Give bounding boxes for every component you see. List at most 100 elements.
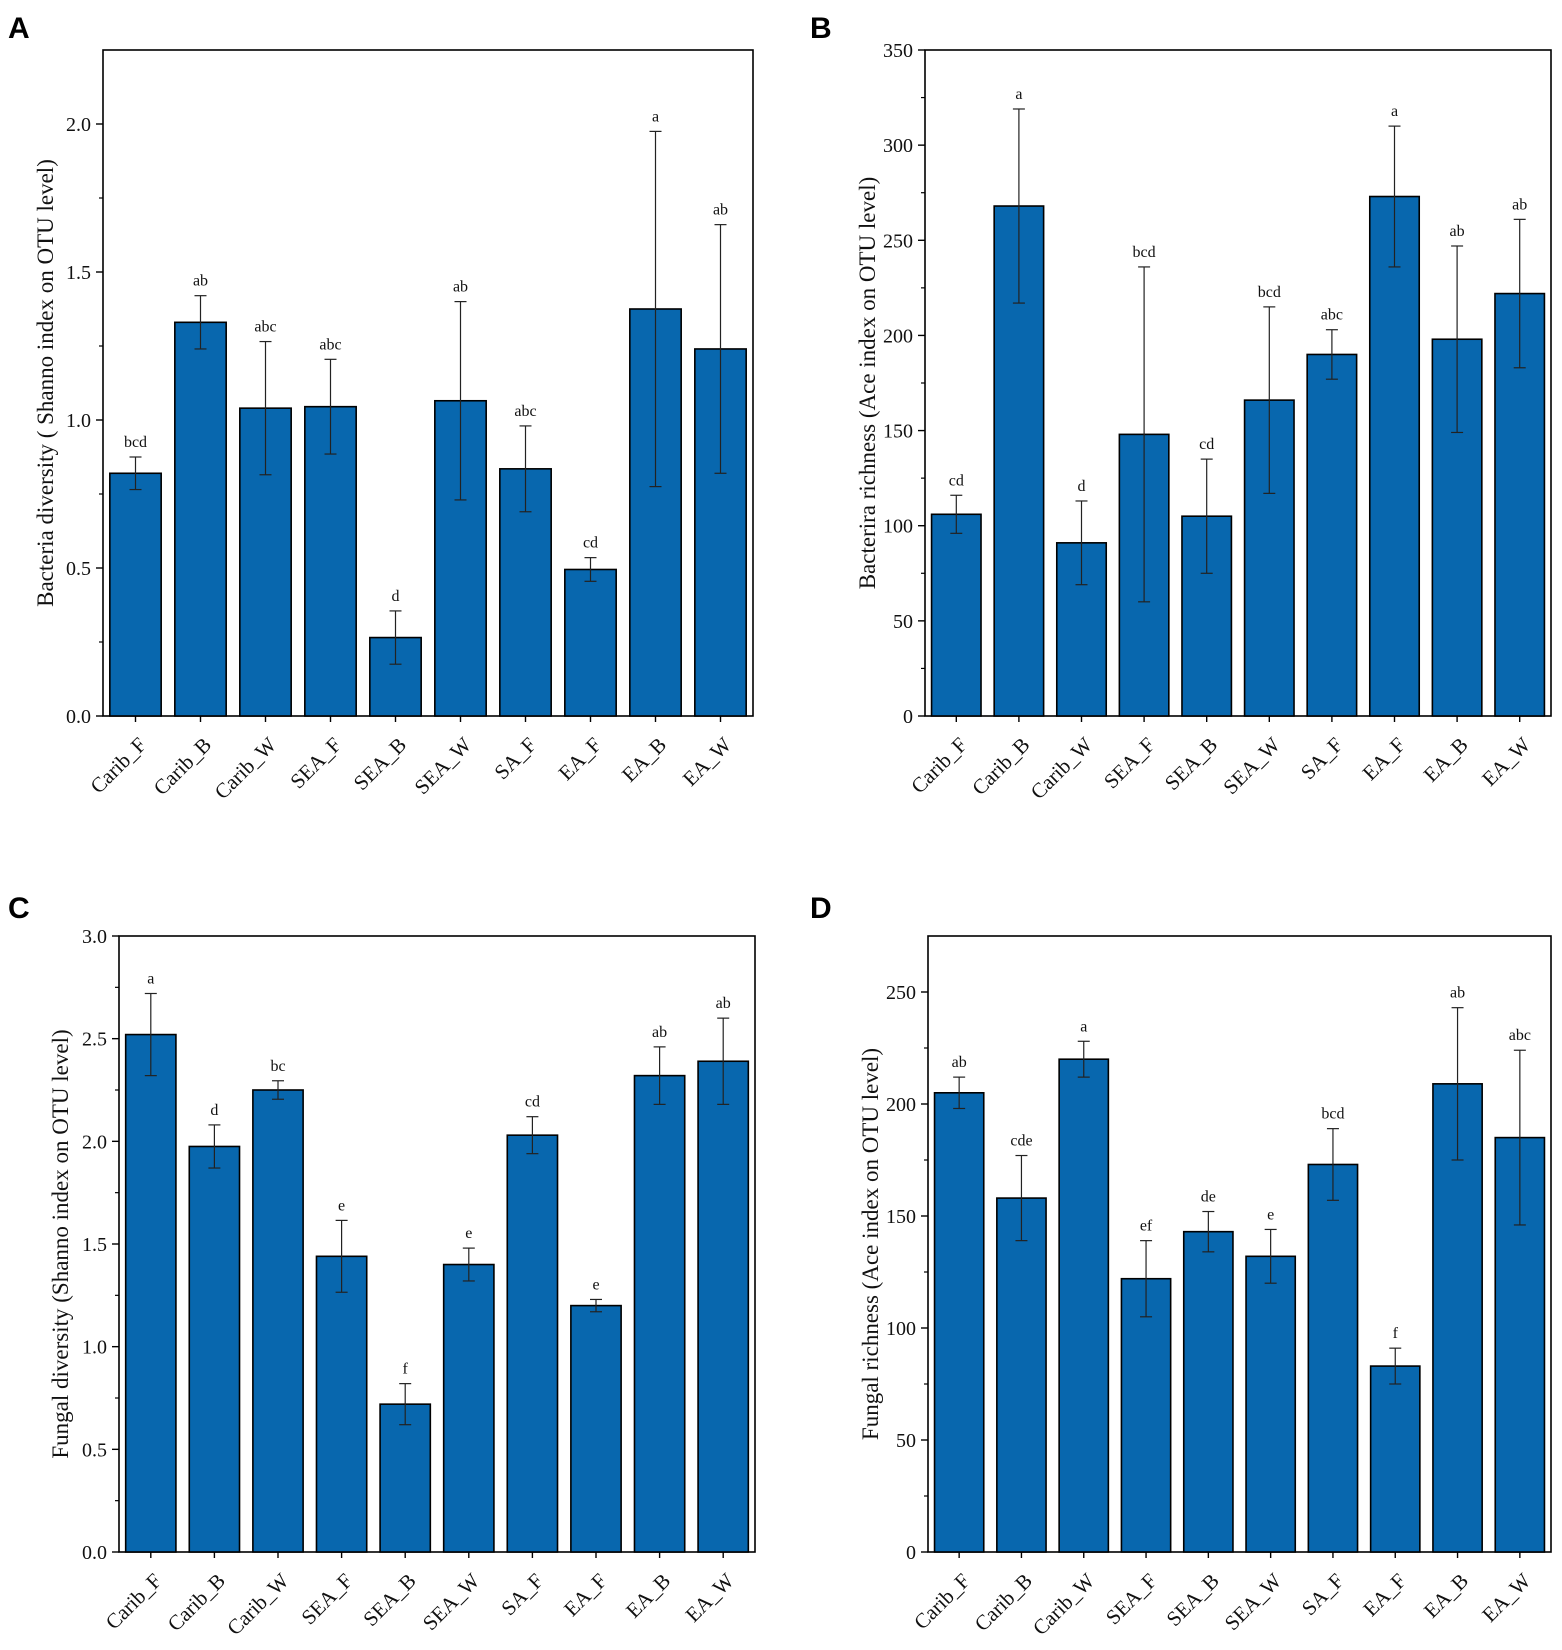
y-tick-label: 200	[886, 1094, 916, 1116]
x-tick-label-b-7: SA_F	[1296, 733, 1348, 785]
bar-a-4	[304, 405, 357, 717]
y-tick-label: 0.0	[66, 706, 91, 728]
error-bar-d-10	[1513, 1049, 1526, 1226]
y-ticks-c: 0.0 0.5 1.0 1.5 2.0 2.5 3.0	[82, 926, 119, 1564]
error-bar-c-3	[272, 1080, 284, 1100]
y-tick-label: 2.5	[82, 1029, 107, 1051]
panel-letter-c: C	[8, 892, 30, 925]
error-bar-a-7	[519, 425, 532, 513]
x-tick-label-d-6: SEA_W	[1220, 1568, 1287, 1635]
significance-label-d-5: de	[1201, 1189, 1216, 1206]
chart-panel-a: A Bacteria diversity ( Shanno index on O…	[8, 12, 754, 804]
significance-label-c-7: cd	[525, 1094, 540, 1111]
y-axis-label-d: Fungal richness (Ace index on OTU level)	[858, 1048, 883, 1440]
x-tick-label-d-7: SA_F	[1297, 1569, 1349, 1621]
error-bar-d-7	[1326, 1128, 1339, 1201]
x-tick-label-a-6: SEA_W	[410, 732, 477, 799]
x-tick-label-a-9: EA_B	[617, 733, 671, 787]
error-bar-d-4	[1140, 1240, 1153, 1318]
bar-c-10	[697, 1060, 750, 1553]
y-tick-label: 3.0	[82, 926, 107, 948]
x-tick-label-d-9: EA_B	[1419, 1569, 1473, 1623]
x-tick-label-c-3: Carib_W	[222, 1568, 294, 1640]
y-tick-label: 0	[903, 706, 913, 728]
significance-label-d-3: a	[1080, 1018, 1087, 1035]
y-tick-label: 250	[883, 230, 913, 252]
y-tick-label: 1.0	[66, 410, 91, 432]
y-tick-label: 250	[886, 982, 916, 1004]
y-ticks-d: 0 50 100 150 200 250	[886, 982, 928, 1564]
significance-label-a-5: d	[392, 588, 400, 605]
panel-letter-a: A	[8, 12, 30, 45]
error-bar-b-1	[950, 494, 963, 534]
error-bar-b-3	[1075, 500, 1088, 586]
significance-label-b-10: ab	[1512, 196, 1527, 213]
x-tick-label-d-2: Carib_B	[970, 1569, 1037, 1636]
significance-label-a-8: cd	[583, 535, 598, 552]
significance-label-b-9: ab	[1450, 223, 1465, 240]
error-bar-a-8	[584, 557, 597, 582]
x-tick-label-b-5: SEA_B	[1160, 733, 1222, 795]
panel-letter-b: B	[810, 12, 832, 45]
significance-label-c-9: ab	[652, 1024, 667, 1041]
error-bar-b-5	[1200, 458, 1213, 574]
x-tick-label-c-4: SEA_F	[296, 1569, 357, 1630]
bar-d-6	[1245, 1255, 1297, 1553]
bar-d-1	[933, 1092, 985, 1553]
significance-label-a-6: ab	[453, 279, 468, 296]
plot-frame-a	[102, 49, 754, 717]
bar-d-8	[1369, 1365, 1421, 1553]
x-tick-label-a-2: Carib_B	[149, 733, 216, 800]
error-bar-a-3	[259, 340, 272, 476]
bar-c-2	[188, 1145, 241, 1553]
x-tick-label-b-8: EA_F	[1358, 733, 1410, 785]
significance-label-c-5: f	[403, 1361, 409, 1378]
error-bar-c-5	[399, 1383, 412, 1426]
bar-c-1	[124, 1033, 177, 1553]
y-tick-label: 150	[883, 421, 913, 443]
error-bar-c-1	[144, 992, 157, 1077]
bar-b-8	[1368, 195, 1421, 717]
x-tick-label-a-8: EA_F	[554, 733, 606, 785]
x-tick-label-a-1: Carib_F	[85, 733, 151, 799]
error-bar-d-1	[953, 1076, 966, 1110]
significance-label-a-1: bcd	[124, 434, 147, 451]
chart-panel-c: C Fungal diversity (Shanno index on OTU …	[8, 892, 756, 1640]
y-tick-label: 0.5	[66, 558, 91, 580]
significance-label-b-3: d	[1078, 478, 1086, 495]
bars-d: ab cde a ef de e bcd f ab abc	[933, 985, 1546, 1553]
significance-label-c-8: e	[592, 1276, 599, 1293]
significance-label-d-8: f	[1393, 1325, 1399, 1342]
significance-label-a-9: a	[652, 108, 659, 125]
x-tick-label-c-7: SA_F	[496, 1569, 548, 1621]
x-tick-label-c-5: SEA_B	[358, 1569, 420, 1631]
significance-label-b-4: bcd	[1133, 244, 1156, 261]
x-tick-label-c-2: Carib_B	[163, 1569, 230, 1636]
error-bar-d-5	[1202, 1210, 1215, 1253]
significance-label-b-2: a	[1015, 86, 1022, 103]
x-tick-label-b-9: EA_B	[1419, 733, 1473, 787]
y-axis-label-c: Fungal diversity (Shanno index on OTU le…	[48, 1029, 73, 1458]
y-tick-label: 350	[883, 40, 913, 62]
significance-label-a-4: abc	[319, 336, 341, 353]
x-tick-label-b-2: Carib_B	[967, 733, 1034, 800]
significance-label-a-10: ab	[713, 202, 728, 219]
y-ticks-b: 0 50 100 150 200 250 300 350	[883, 40, 925, 728]
error-bar-c-2	[208, 1124, 221, 1169]
y-axis-label-a: Bacteria diversity ( Shanno index on OTU…	[33, 159, 58, 607]
x-tick-label-b-6: SEA_W	[1218, 732, 1285, 799]
x-tick-label-b-3: Carib_W	[1026, 732, 1098, 804]
error-bar-d-3	[1077, 1040, 1090, 1078]
y-tick-label: 50	[896, 1430, 916, 1452]
x-tick-label-d-8: EA_F	[1358, 1569, 1410, 1621]
x-tick-label-c-6: SEA_W	[418, 1568, 485, 1635]
x-tick-label-b-1: Carib_F	[906, 733, 972, 799]
y-tick-label: 100	[886, 1318, 916, 1340]
y-tick-label: 1.0	[82, 1337, 107, 1359]
error-bar-a-6	[454, 301, 467, 501]
error-bar-d-9	[1451, 1007, 1464, 1161]
